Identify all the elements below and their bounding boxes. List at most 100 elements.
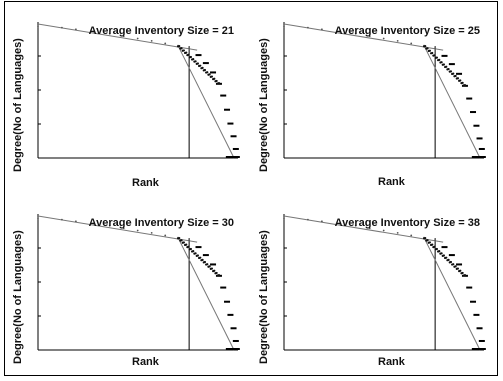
data-point-dense: [189, 55, 192, 59]
fit-line-lower: [177, 45, 235, 159]
data-point-dense: [201, 258, 204, 261]
data-point: [122, 35, 125, 38]
data-point: [283, 217, 285, 220]
data-point-dense: [463, 273, 467, 277]
data-point: [396, 39, 399, 42]
data-point: [164, 42, 167, 45]
data-point-dense: [194, 252, 197, 255]
data-point-dense: [213, 77, 216, 80]
data-point-dense: [424, 45, 427, 48]
panel-2: Average Inventory Size = 25 Degree(No of…: [256, 4, 496, 188]
fit-line-upper: [283, 23, 444, 51]
data-point: [220, 286, 227, 289]
data-point-dense: [449, 260, 453, 264]
data-point-dense: [445, 65, 448, 68]
data-point-dense: [447, 258, 450, 261]
data-point-dense: [426, 47, 429, 50]
data-point: [224, 300, 231, 303]
data-point-dense: [459, 79, 462, 82]
data-point-dense: [185, 51, 188, 54]
figure-frame: [4, 1, 498, 376]
data-point-dense: [217, 273, 221, 277]
data-point-dense: [187, 53, 190, 56]
data-point-dense: [189, 247, 192, 251]
data-point: [37, 25, 39, 28]
data-point-dense: [196, 62, 200, 65]
data-point: [473, 124, 480, 127]
data-point: [74, 220, 77, 223]
data-point-dense: [440, 252, 443, 255]
data-point-dense: [440, 61, 443, 64]
data-point: [61, 26, 63, 29]
data-point: [220, 94, 227, 97]
data-point-dense: [217, 81, 221, 85]
fit-line-upper: [37, 23, 198, 51]
data-point-dense: [442, 254, 446, 257]
data-point-dense: [208, 73, 211, 76]
data-point: [136, 37, 139, 40]
fit-line-upper: [283, 215, 444, 243]
chart-4-ylabel: Degree(No of Languages): [258, 230, 270, 364]
data-point-dense: [208, 265, 211, 268]
chart-1-xlabel: Rank: [132, 177, 159, 189]
data-point: [202, 254, 209, 257]
data-point-dense: [442, 63, 446, 66]
data-point-dense: [459, 269, 462, 272]
data-point: [441, 246, 448, 249]
data-point: [470, 300, 477, 303]
data-point: [230, 327, 237, 330]
chart-1-ylabel: Degree(No of Languages): [12, 38, 24, 172]
fit-line-lower: [423, 45, 481, 159]
data-point: [466, 286, 473, 289]
data-point: [338, 222, 341, 225]
data-point-dense: [452, 72, 455, 75]
chart-title: Average Inventory Size = 25: [335, 25, 480, 37]
data-point: [448, 254, 455, 257]
data-point-dense: [182, 49, 185, 52]
chart-4-xlabel: Rank: [378, 356, 405, 368]
data-point-dense: [213, 269, 216, 272]
data-point-dense: [199, 256, 202, 259]
chart-3-ylabel: Degree(No of Languages): [12, 230, 24, 364]
data-point-dense: [454, 74, 457, 78]
data-point-dense: [456, 267, 460, 270]
data-point-dense: [456, 77, 460, 80]
data-point-dense: [206, 263, 209, 266]
data-point-dense: [210, 267, 214, 270]
data-point-dense: [435, 247, 438, 251]
data-point-dense: [426, 239, 429, 242]
data-point-dense: [452, 263, 455, 266]
data-point-dense: [196, 254, 200, 257]
chart-2-ylabel: Degree(No of Languages): [258, 38, 270, 172]
data-point: [476, 137, 483, 140]
chart-1-svg: Average Inventory Size = 21: [37, 22, 240, 159]
chart-4-svg: Average Inventory Size = 38: [283, 214, 486, 351]
data-point-dense: [185, 243, 188, 246]
data-point: [368, 227, 371, 230]
data-point: [382, 229, 385, 232]
data-point-dense: [431, 51, 434, 55]
data-point-dense: [454, 265, 457, 268]
data-point: [441, 54, 448, 57]
data-point: [410, 234, 413, 237]
data-point: [232, 147, 239, 150]
data-point-dense: [206, 71, 209, 74]
panel-1: Average Inventory Size = 21 Degree(No of…: [10, 4, 250, 189]
data-point-dense: [461, 271, 464, 275]
data-point-dense: [180, 239, 183, 242]
data-point: [92, 30, 95, 33]
data-point-dense: [199, 64, 202, 67]
data-point: [382, 37, 385, 40]
data-point: [283, 25, 285, 28]
data-point: [122, 227, 125, 230]
data-point: [227, 313, 234, 316]
data-point: [434, 239, 437, 242]
data-point-dense: [438, 58, 441, 61]
data-point: [478, 147, 485, 150]
data-point: [307, 218, 309, 221]
chart-title: Average Inventory Size = 21: [89, 25, 234, 37]
data-point-dense: [178, 236, 181, 240]
data-point-dense: [203, 68, 207, 72]
data-point-dense: [424, 236, 427, 240]
data-point: [188, 47, 191, 50]
